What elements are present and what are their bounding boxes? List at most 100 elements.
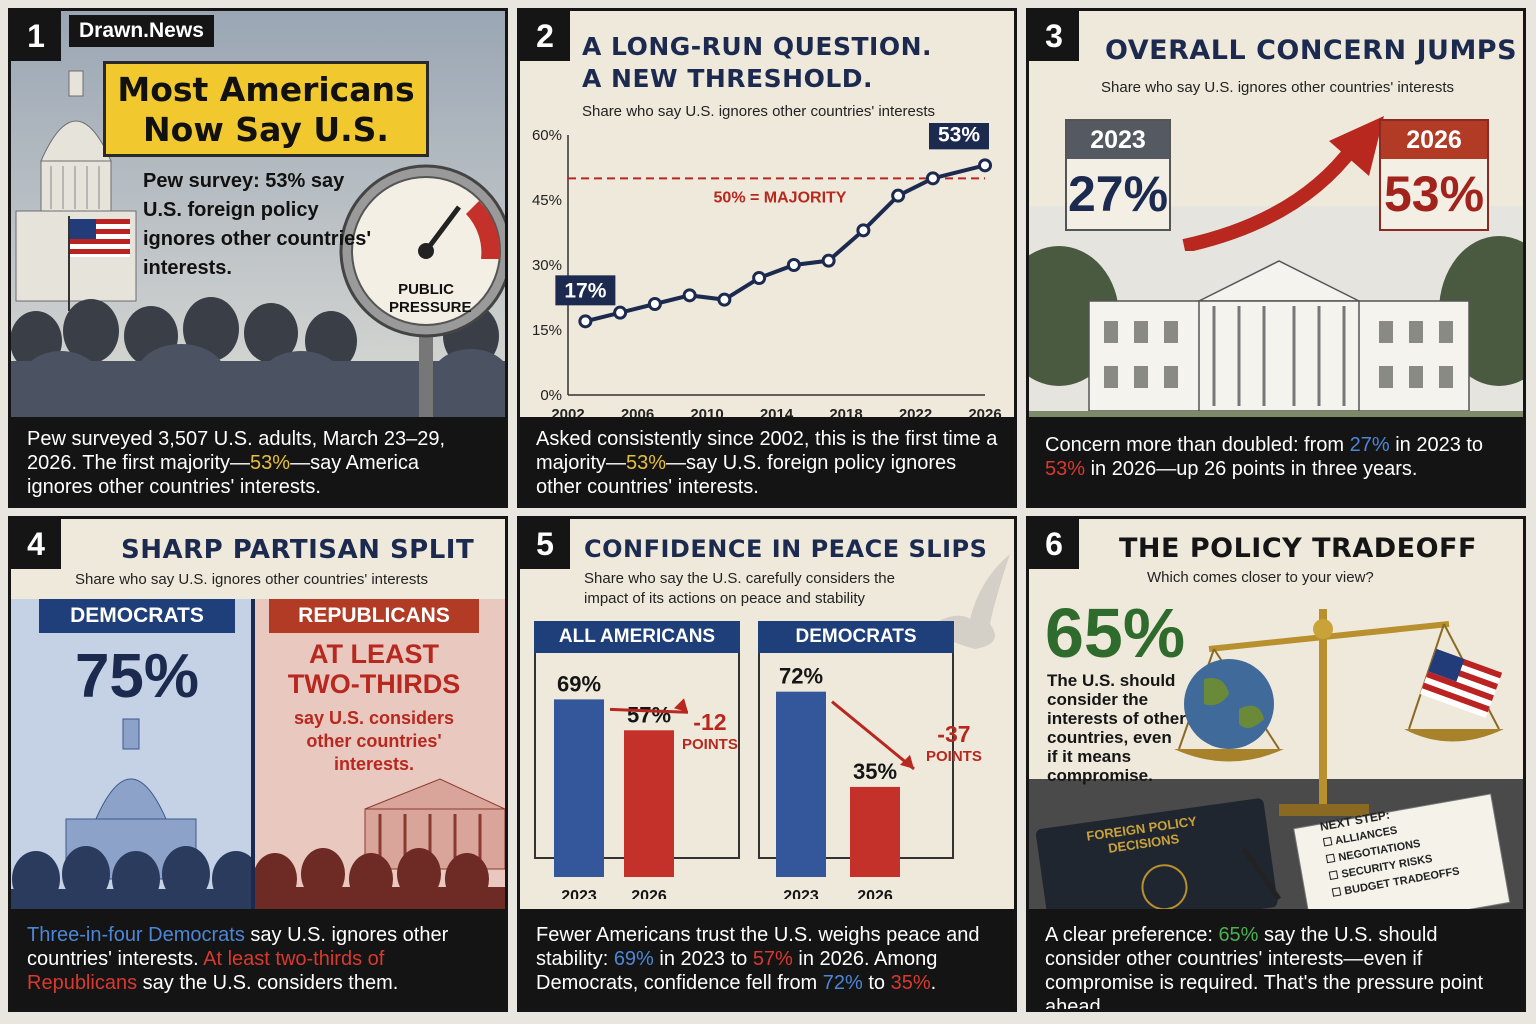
gauge-label-line: PUBLIC <box>398 281 454 298</box>
us-flag-icon <box>68 216 130 311</box>
title-line: A NEW THRESHOLD. <box>582 64 873 93</box>
data-point <box>821 253 836 268</box>
caption: Fewer Americans trust the U.S. weighs pe… <box>520 909 1014 1009</box>
panel-number: 5 <box>520 519 570 569</box>
headline-subtext: Pew survey: 53% say U.S. foreign policy … <box>143 167 371 283</box>
majority-label: 50% = MAJORITY <box>714 189 847 206</box>
data-point <box>786 258 801 272</box>
end-label-box <box>929 123 989 150</box>
republicans-subtext: say U.S. considers other countries' inte… <box>269 707 479 776</box>
headline-line-2: Now Say U.S. <box>143 110 389 149</box>
panel-title: CONFIDENCE IN PEACE SLIPS <box>584 535 988 563</box>
caption-text: in 2026—up 26 points in three years. <box>1085 458 1418 480</box>
bar-value-label: 69% <box>557 671 601 696</box>
subtitle-line: impact of its actions on peace and stabi… <box>584 590 865 607</box>
sub-line: interests. <box>143 257 232 279</box>
panel-number: 3 <box>1029 11 1079 61</box>
caption-text: in 2023 to <box>1389 434 1484 456</box>
change-value: -12 <box>693 709 727 735</box>
globe-icon <box>1184 659 1274 749</box>
democrats-value: 75% <box>74 642 200 711</box>
big-value: 65% <box>1045 594 1186 672</box>
y-tick-label: 0% <box>540 387 562 404</box>
panel-subtitle: Which comes closer to your view? <box>1147 569 1374 586</box>
panel-subtitle: Share who say U.S. ignores other countri… <box>75 571 429 588</box>
desc-line: if it means <box>1047 747 1132 766</box>
bar-chart: 69% 2023 57% 2026 72% 2023 35% 2026 <box>554 664 915 899</box>
line-chart: 0%15%30%45%60%2002 2006 2010 2014 2018 2022 20… <box>532 123 1002 423</box>
y-tick-label: 15% <box>532 322 562 339</box>
desc-line: The U.S. should <box>1047 671 1176 690</box>
bar <box>776 691 826 877</box>
gauge-label-line: PRESSURE <box>389 299 472 316</box>
y-tick-label: 45% <box>532 192 562 209</box>
data-point <box>613 305 628 320</box>
republicans-column: REPUBLICANS AT LEAST TWO-THIRDS say U.S.… <box>255 599 505 909</box>
panel-number: 1 <box>11 11 61 61</box>
sub-line: U.S. foreign policy <box>143 199 319 221</box>
sub-line: ignores other countries' <box>143 228 372 250</box>
caption: Concern more than doubled: from 27% in 2… <box>1029 417 1523 505</box>
policy-book-icon <box>1035 798 1278 909</box>
panel-1: 1 <box>8 8 508 508</box>
data-point <box>578 314 593 329</box>
group-label-democrats: DEMOCRATS <box>758 621 954 653</box>
caption-text: Pew surveyed 3,507 U.S. adults, March 23… <box>27 428 446 474</box>
caption-text: Concern more than doubled: from <box>1045 434 1350 456</box>
panel-title: SHARP PARTISAN SPLIT <box>121 535 475 565</box>
change-value: -37 <box>937 721 971 747</box>
y-tick-label: 30% <box>532 257 562 274</box>
arrow-head-icon <box>900 754 914 769</box>
bar-value-label: 57% <box>627 702 671 727</box>
desc-line: consider the <box>1047 690 1149 709</box>
capitol-blue-illustration <box>11 718 251 909</box>
republicans-label: REPUBLICANS <box>269 599 479 633</box>
caption-text: in 2026. Among Democrats, confidence fel… <box>536 948 938 994</box>
data-point <box>682 288 697 303</box>
title-line: A LONG-RUN QUESTION. <box>582 32 933 61</box>
caption: Asked consistently since 2002, this is t… <box>520 417 1014 505</box>
democrats-column: DEMOCRATS 75% <box>11 599 251 909</box>
data-point <box>752 271 767 285</box>
caption-highlight: At least two-thirds of Republicans <box>27 948 385 994</box>
stat-value: 27% <box>1067 166 1169 222</box>
panel-subtitle: Share who say U.S. ignores other countri… <box>1101 79 1455 96</box>
caption-highlight: 72% <box>822 972 863 994</box>
data-point <box>717 292 732 307</box>
panel-number: 2 <box>520 11 570 61</box>
panel-number: 6 <box>1029 519 1079 569</box>
rep-sub-line: other countries' <box>306 731 442 751</box>
stat-year: 2026 <box>1381 121 1487 159</box>
change-democrats: -37 POINTS <box>926 721 982 765</box>
rep-sub-line: say U.S. considers <box>293 708 455 728</box>
caption-text: A clear preference: <box>1045 924 1219 946</box>
bar-category-label: 2023 <box>561 888 597 899</box>
caption-text: to <box>862 972 891 994</box>
change-unit: POINTS <box>926 748 982 765</box>
caption-text: —say America ignores other countries' in… <box>27 452 420 498</box>
caption-text: say the U.S. should consider other count… <box>1045 924 1484 1012</box>
bar-category-label: 2026 <box>631 888 667 899</box>
start-label-box <box>555 275 616 306</box>
desc-line: compromise. <box>1047 766 1153 785</box>
panel-6: 6 THE POLICY TRADEOFF Which comes closer… <box>1026 516 1526 1012</box>
y-tick-label: 60% <box>532 127 562 144</box>
data-point <box>978 158 992 173</box>
caption-text: in 2023 to <box>653 948 753 970</box>
panel-title: A LONG-RUN QUESTION. A NEW THRESHOLD. <box>582 31 932 95</box>
sub-line: Pew survey: 53% say <box>143 170 345 192</box>
bar-category-label: 2023 <box>783 888 819 899</box>
change-all-americans: -12 POINTS <box>682 709 738 753</box>
headline-banner: Most Americans Now Say U.S. <box>103 61 429 157</box>
arrow-head-icon <box>674 698 688 713</box>
bar-value-label: 72% <box>779 664 823 689</box>
headline-line-1: Most Americans <box>117 70 415 109</box>
pressure-gauge-icon <box>339 164 505 431</box>
caption-highlight: 65% <box>1218 924 1259 946</box>
caption-highlight: 57% <box>752 948 793 970</box>
column-divider <box>251 599 255 909</box>
bar <box>624 730 674 877</box>
subtitle-line: Share who say the U.S. carefully conside… <box>584 570 895 587</box>
desc-line: countries, even <box>1047 728 1172 747</box>
bar <box>554 699 604 877</box>
